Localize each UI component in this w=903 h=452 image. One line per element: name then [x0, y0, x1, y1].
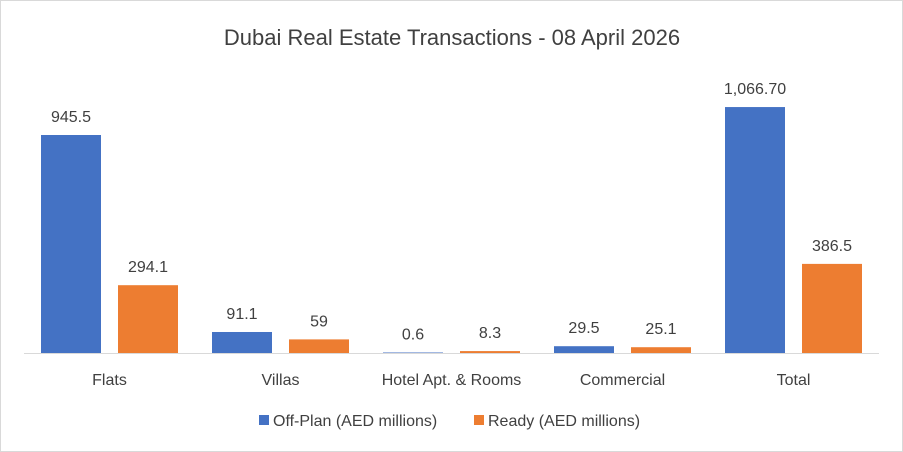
bar-off-plan	[212, 331, 272, 353]
data-label: 0.6	[402, 327, 424, 344]
data-label: 1,066.70	[724, 81, 786, 98]
x-tick-label: Villas	[262, 372, 300, 389]
chart-title: Dubai Real Estate Transactions - 08 Apri…	[224, 25, 680, 50]
bar-ready	[118, 285, 178, 353]
x-tick-label: Commercial	[580, 372, 665, 389]
data-label: 59	[310, 313, 328, 330]
legend-swatch	[474, 415, 484, 425]
x-tick-label: Flats	[92, 372, 127, 389]
bar-off-plan	[554, 346, 614, 353]
bar-off-plan	[725, 107, 785, 353]
data-label: 8.3	[479, 325, 501, 342]
bar-ready	[631, 347, 691, 353]
legend-swatch	[259, 415, 269, 425]
data-label: 91.1	[226, 306, 257, 323]
bar-ready	[802, 263, 862, 353]
data-label: 25.1	[645, 321, 676, 338]
data-label: 294.1	[128, 259, 168, 276]
data-label: 945.5	[51, 109, 91, 126]
data-label: 29.5	[568, 320, 599, 337]
legend-label: Ready (AED millions)	[488, 413, 640, 430]
bar-ready	[289, 339, 349, 353]
bar-off-plan	[41, 135, 101, 353]
legend-label: Off-Plan (AED millions)	[273, 413, 437, 430]
x-tick-label: Total	[777, 372, 811, 389]
data-label: 386.5	[812, 238, 852, 255]
bar-off-plan	[383, 352, 443, 353]
bar-ready	[460, 351, 520, 353]
x-tick-label: Hotel Apt. & Rooms	[382, 372, 522, 389]
